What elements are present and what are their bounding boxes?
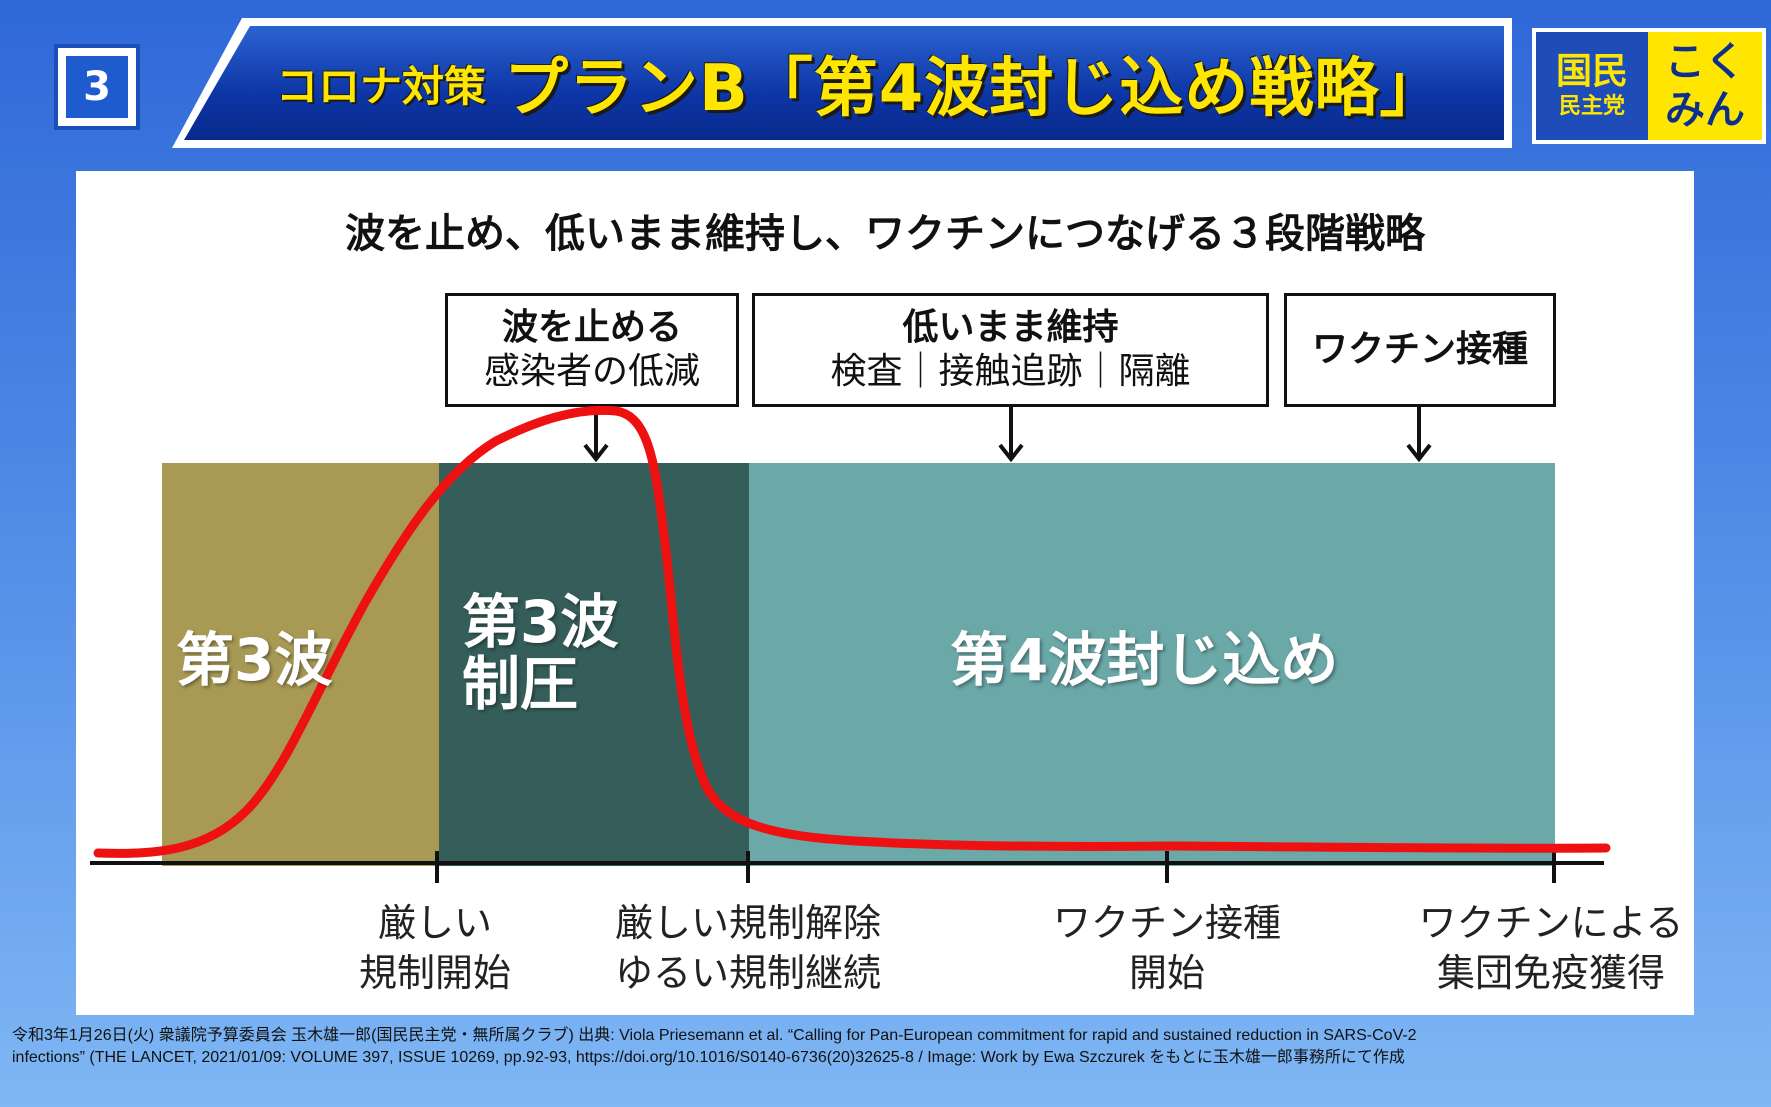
logo-text-kokumin: 国民 (1555, 51, 1628, 92)
slide-number-badge: 3 (54, 44, 140, 130)
arrow-down-icon (998, 407, 1024, 463)
tick-label-line: 厳しい規制解除 (614, 901, 882, 945)
callout-keep-low: 低いまま維持 検査｜接触追跡｜隔離 (752, 293, 1269, 407)
tick-label-line: ゆるい規制継続 (614, 951, 882, 995)
title-prefix: コロナ対策 (276, 61, 487, 111)
callout-stop-wave-sub: 感染者の低減 (483, 351, 700, 392)
tick-label-strict-lifted: 厳しい規制解除 ゆるい規制継続 (615, 898, 881, 998)
zone-third-wave-suppressed (439, 463, 749, 866)
callout-stop-wave-title: 波を止める (501, 307, 682, 348)
tick-label-line: ワクチン接種 (1052, 901, 1282, 945)
infection-curve (93, 405, 1611, 858)
callout-vaccination-title: ワクチン接種 (1311, 329, 1528, 370)
logo-text-koku: こく (1665, 39, 1745, 85)
diagram-panel: 波を止め、低いまま維持し、ワクチンにつなげる３段階戦略 波を止める 感染者の低減… (76, 171, 1694, 1015)
infection-curve-graphic (90, 405, 1611, 883)
title-main: プランB「第4波封じ込め戦略」 (504, 52, 1445, 126)
tick-label-line: ワクチンによる (1418, 901, 1684, 945)
tick-label-line: 規制開始 (358, 951, 512, 995)
footnote-line1: 令和3年1月26日(火) 衆議院予算委員会 玉木雄一郎(国民民主党・無所属クラブ… (12, 1027, 1417, 1044)
tick-label-line: 開始 (1128, 951, 1206, 995)
tick-label-line: 集団免疫獲得 (1436, 951, 1665, 995)
source-footnote: 令和3年1月26日(火) 衆議院予算委員会 玉木雄一郎(国民民主党・無所属クラブ… (12, 1025, 1762, 1069)
party-logo: 国民 民主党 こく みん (1532, 28, 1766, 144)
zone-label-fourth-wave: 第4波封じ込め (950, 626, 1339, 694)
zone-label-suppressed-line1: 第3波 (462, 588, 619, 656)
tick-label-herd-immunity: ワクチンによる 集団免疫獲得 (1419, 898, 1684, 998)
tick-label-vaccination-start: ワクチン接種 開始 (1053, 898, 1281, 998)
tick-label-line: 厳しい (377, 901, 493, 945)
callout-keep-low-sub: 検査｜接触追跡｜隔離 (830, 351, 1191, 392)
callout-vaccination: ワクチン接種 (1284, 293, 1556, 407)
zone-fourth-wave-contained (749, 463, 1555, 866)
diagram-subtitle: 波を止め、低いまま維持し、ワクチンにつなげる３段階戦略 (345, 211, 1425, 257)
zone-third-wave (162, 463, 439, 866)
arrow-down-icon (1406, 407, 1432, 463)
logo-right-block: こく みん (1648, 32, 1762, 140)
arrow-down-icon (583, 407, 609, 463)
zone-label-third-wave: 第3波 (176, 626, 333, 694)
footnote-line2: infections” (THE LANCET, 2021/01/09: VOL… (12, 1049, 1405, 1066)
logo-left-block: 国民 民主党 (1536, 32, 1648, 140)
logo-text-party: 民主党 (1558, 94, 1625, 119)
tick-label-strict-start: 厳しい 規制開始 (359, 898, 511, 998)
zone-label-suppressed-line2: 制圧 (462, 650, 579, 718)
slide-number: 3 (66, 56, 128, 118)
zone-label-suppressed: 第3波 制圧 (462, 591, 618, 715)
logo-text-min: みん (1665, 87, 1745, 133)
callout-keep-low-title: 低いまま維持 (902, 307, 1119, 348)
title-banner: コロナ対策 プランB「第4波封じ込め戦略」 (184, 26, 1504, 140)
callout-stop-wave: 波を止める 感染者の低減 (445, 293, 739, 407)
